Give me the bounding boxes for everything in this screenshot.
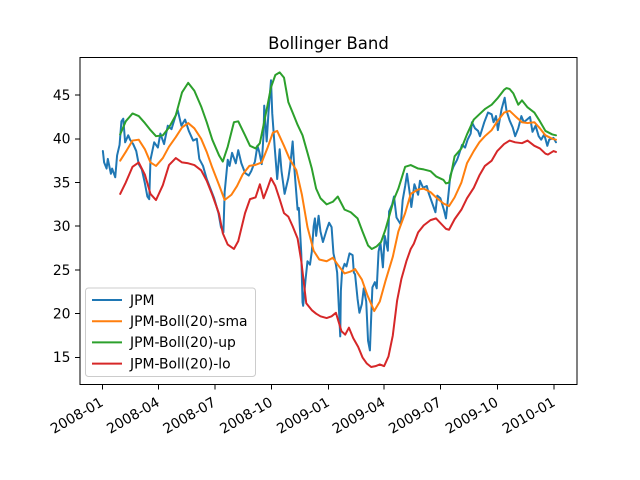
legend-box [85, 287, 256, 377]
y-tick-label: 20 [53, 306, 71, 322]
series-line-jpm-boll-20-sma [119, 109, 557, 313]
x-tick-label: 2008-07 [160, 395, 218, 438]
chart-title: Bollinger Band [268, 34, 389, 53]
x-tick-label: 2009-10 [443, 395, 501, 438]
x-tick-label: 2009-01 [274, 395, 332, 438]
y-tick-label: 40 [53, 132, 71, 148]
x-tick-label: 2008-04 [104, 395, 162, 438]
series-line-jpm-boll-20-lo [119, 139, 557, 369]
legend-label-sma: JPM-Boll(20)-sma [129, 314, 248, 330]
legend-label-up: JPM-Boll(20)-up [129, 335, 236, 351]
legend-label-lo: JPM-Boll(20)-lo [129, 356, 231, 372]
x-tick-label: 2008-01 [48, 395, 106, 438]
y-tick-label: 45 [53, 88, 71, 104]
x-tick-label: 2009-04 [330, 395, 388, 438]
plot-area: 15 20 25 30 35 40 45 2008-012008-042008-072008-… [48, 57, 578, 438]
series-line-jpm [101, 79, 557, 352]
y-tick-label: 25 [53, 263, 71, 279]
x-tick-label: 2009-07 [386, 395, 444, 438]
legend-label-jpm: JPM [129, 293, 154, 309]
x-tick-label: 2008-10 [217, 395, 275, 438]
x-tick-label: 2010-01 [500, 395, 558, 438]
legend: JPM JPM-Boll(20)-sma JPM-Boll(20)-up JPM… [85, 287, 256, 377]
y-tick-label: 30 [53, 219, 71, 235]
y-tick-label: 35 [53, 175, 71, 191]
y-tick-label: 15 [53, 350, 71, 366]
series-line-jpm-boll-20-up [119, 71, 557, 250]
